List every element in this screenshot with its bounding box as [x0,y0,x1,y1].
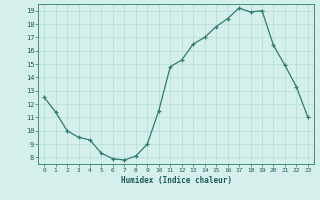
X-axis label: Humidex (Indice chaleur): Humidex (Indice chaleur) [121,176,231,185]
